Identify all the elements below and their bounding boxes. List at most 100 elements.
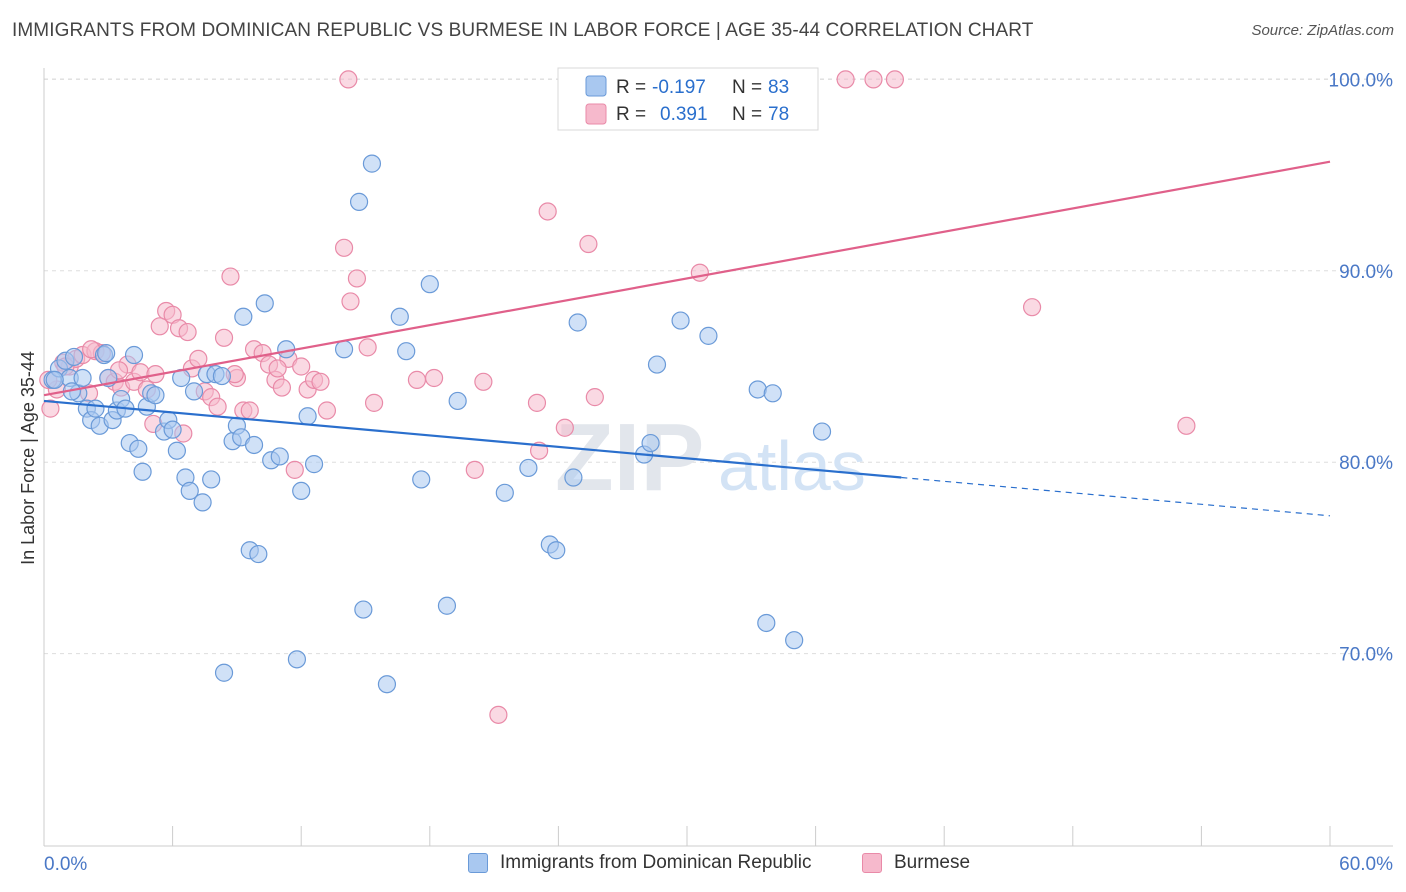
legend-label-burmese: Burmese: [894, 852, 971, 873]
burmese-point: [424, 368, 444, 388]
legend-r-label-blue: R =: [616, 77, 646, 98]
dominican-point: [255, 294, 274, 313]
burmese-point: [268, 359, 287, 378]
dominican-point: [564, 468, 583, 487]
burmese-point: [527, 393, 547, 412]
dominican-point: [671, 311, 690, 330]
dominican-point: [641, 433, 660, 453]
burmese-point: [358, 338, 377, 357]
watermark: ZIP atlas: [555, 404, 866, 511]
burmese-point: [489, 705, 508, 724]
axes: [43, 68, 1393, 847]
burmese-point: [1022, 298, 1042, 317]
dominican-point: [349, 192, 369, 211]
burmese-point: [317, 401, 337, 420]
dominican-point: [202, 470, 221, 489]
dominican-point: [249, 544, 268, 564]
burmese-trend-line: [43, 160, 1331, 397]
burmese-point: [1177, 416, 1196, 435]
dominican-point: [287, 650, 307, 669]
x-tick-label-max: 60.0%: [1339, 854, 1393, 875]
dominican-point: [448, 391, 467, 411]
legend-item-dominican[interactable]: Immigrants from Dominican Republic: [468, 852, 812, 874]
dominican-point: [180, 481, 199, 501]
dominican-points: [43, 154, 832, 694]
legend-r-value-pink: 0.391: [660, 104, 708, 125]
y-tick-label: 100.0%: [1329, 70, 1394, 91]
burmese-point: [285, 460, 304, 479]
dominican-point: [412, 470, 431, 489]
dominican-point: [397, 342, 416, 361]
dominican-point: [763, 384, 782, 403]
dominican-point: [234, 307, 253, 326]
series-legend: Immigrants from Dominican Republic Burme…: [0, 852, 1406, 878]
dominican-point: [748, 380, 767, 399]
dominican-point: [184, 382, 204, 401]
burmese-point: [339, 70, 358, 89]
burmese-point: [334, 238, 354, 257]
watermark-atlas: atlas: [718, 427, 866, 505]
y-tick-label: 90.0%: [1339, 262, 1393, 283]
burmese-point: [272, 378, 292, 397]
legend-swatch-pink: [585, 103, 607, 125]
dominican-point: [64, 347, 84, 367]
burmese-point: [885, 70, 905, 89]
burmese-point: [240, 401, 259, 420]
burmese-point: [41, 399, 60, 418]
legend-n-label-blue: N =: [732, 77, 762, 98]
dominican-point: [785, 631, 804, 650]
burmese-point: [150, 317, 169, 336]
burmese-point: [221, 267, 240, 286]
burmese-point: [341, 292, 360, 311]
burmese-point: [407, 370, 427, 389]
burmese-point: [364, 393, 384, 412]
burmese-point: [555, 418, 574, 437]
burmese-point: [292, 357, 311, 376]
dominican-point: [214, 663, 234, 682]
dominican-point: [519, 458, 538, 478]
tick-labels: 70.0% 80.0% 90.0% 100.0% 0.0% 60.0%: [44, 70, 1393, 875]
burmese-point: [178, 322, 197, 342]
y-tick-label: 70.0%: [1339, 645, 1393, 666]
burmese-point: [474, 372, 493, 391]
legend-label-dominican: Immigrants from Dominican Republic: [500, 852, 812, 873]
burmese-point: [579, 234, 598, 254]
legend-item-burmese[interactable]: Burmese: [862, 852, 970, 874]
dominican-point: [298, 407, 317, 426]
dominican-point: [812, 422, 832, 441]
dominican-point: [699, 326, 718, 345]
burmese-point: [864, 70, 883, 89]
x-tick-label-min: 0.0%: [44, 854, 87, 875]
burmese-point: [585, 388, 604, 407]
dominican-point: [163, 420, 182, 439]
dominican-trend-extension: [901, 476, 1331, 517]
burmese-points: [39, 70, 1196, 724]
gridlines: [44, 78, 1395, 655]
legend-swatch-blue: [585, 75, 607, 97]
dominican-point: [129, 439, 148, 458]
y-axis-label: In Labor Force | Age 35-44: [18, 351, 38, 565]
stats-legend: R = -0.197 N = 83 R = 0.391 N = 78: [557, 67, 819, 131]
dominican-point: [377, 675, 397, 694]
dominican-point: [437, 596, 457, 615]
dominican-point: [292, 481, 311, 501]
dominican-point: [146, 386, 165, 405]
legend-r-value-blue: -0.197: [652, 77, 706, 98]
dominican-point: [362, 154, 382, 173]
trend-lines: [43, 160, 1331, 517]
dominican-point: [757, 613, 776, 633]
burmese-point: [538, 202, 557, 221]
dominican-trend-line: [43, 399, 902, 479]
dominican-point: [167, 441, 186, 460]
burmese-point: [311, 372, 330, 391]
dominican-point: [97, 344, 116, 363]
dominican-point: [354, 600, 373, 619]
dominican-point: [45, 370, 64, 389]
legend-r-label-pink: R =: [616, 104, 646, 125]
dominican-point: [568, 313, 587, 332]
dominican-point: [420, 275, 439, 294]
legend-n-label-pink: N =: [732, 104, 762, 125]
dominican-point: [244, 435, 264, 455]
y-tick-label: 80.0%: [1339, 453, 1393, 474]
